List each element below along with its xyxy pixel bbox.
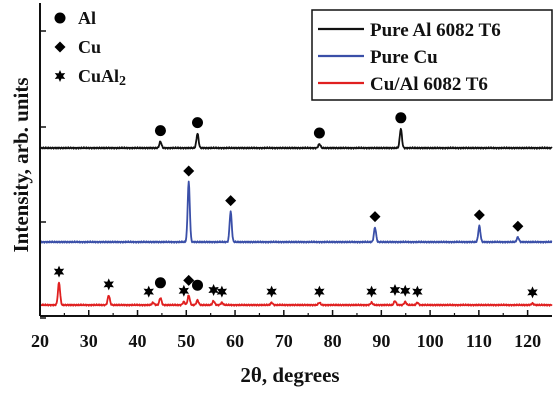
peak-marker-2-5-diamond-icon	[512, 220, 524, 232]
peak-marker-3-3-star-icon	[143, 285, 154, 298]
series-legend: Pure Al 6082 T6 Pure Cu Cu/Al 6082 T6	[311, 9, 553, 101]
legend-cu-diamond-icon	[54, 41, 66, 53]
peak-marker-3-4-circle-icon	[154, 277, 166, 289]
peak-marker-2-4-diamond-icon	[473, 209, 485, 221]
peak-marker-3-11-star-icon	[314, 285, 325, 298]
legend-al-circle-icon	[54, 12, 66, 24]
x-tick-label-90: 90	[372, 331, 390, 351]
x-tick-label-100: 100	[417, 331, 444, 351]
peak-marker-3-6-diamond-icon	[183, 274, 195, 286]
peak-marker-1-3-circle-icon	[313, 127, 325, 139]
x-tick-label-120: 120	[514, 331, 541, 351]
legend-label-3: Cu/Al 6082 T6	[370, 74, 488, 95]
peak-marker-3-12-star-icon	[366, 285, 377, 298]
peak-marker-3-5-star-icon	[178, 284, 190, 297]
peak-marker-3-13-star-icon	[389, 284, 401, 296]
peak-marker-3-9-star-icon	[216, 285, 228, 298]
peak-marker-3-15-star-icon	[412, 285, 423, 298]
peak-marker-2-3-diamond-icon	[369, 211, 381, 223]
marker-legend-label-2: Cu	[78, 37, 101, 57]
x-tick-label-30: 30	[80, 331, 98, 351]
series-line-3	[39, 281, 553, 307]
x-tick-label-60: 60	[226, 331, 244, 351]
peak-marker-3-16-star-icon	[527, 286, 538, 299]
peak-marker-3-14-star-icon	[400, 284, 411, 297]
peak-marker-3-7-circle-icon	[192, 279, 204, 291]
y-axis-title: Intensity, arb. units	[9, 77, 33, 252]
marker-legend-label-1: Al	[78, 8, 96, 28]
marker-layer	[53, 112, 538, 299]
peak-marker-3-1-star-icon	[53, 265, 65, 278]
peak-marker-3-10-star-icon	[266, 285, 277, 298]
legend-cual2-star-icon	[54, 70, 66, 82]
peak-marker-1-4-circle-icon	[395, 112, 407, 124]
series-line-2	[39, 180, 553, 244]
series-layer	[39, 127, 553, 307]
peak-marker-1-1-circle-icon	[154, 125, 166, 137]
legend-label-1: Pure Al 6082 T6	[370, 20, 501, 41]
peak-marker-2-2-diamond-icon	[225, 195, 237, 207]
marker-legend: Al Cu CuAl2	[54, 8, 126, 89]
peak-marker-3-8-star-icon	[208, 284, 219, 296]
marker-legend-label-3: CuAl2	[78, 66, 126, 89]
legend-label-2: Pure Cu	[370, 47, 438, 68]
x-axis-title: 2θ, degrees	[240, 363, 339, 387]
x-tick-label-70: 70	[275, 331, 293, 351]
x-tick-label-40: 40	[129, 331, 147, 351]
axis-layer: 20 30 40 50 60 70 80 90 100 110 120	[31, 3, 552, 351]
x-tick-label-80: 80	[324, 331, 342, 351]
x-tick-label-110: 110	[466, 331, 492, 351]
x-tick-label-20: 20	[31, 331, 49, 351]
peak-marker-3-2-star-icon	[103, 278, 114, 291]
peak-marker-1-2-circle-icon	[192, 117, 204, 129]
peak-marker-2-1-diamond-icon	[183, 165, 195, 177]
x-tick-label-50: 50	[177, 331, 195, 351]
series-line-1	[39, 127, 553, 150]
